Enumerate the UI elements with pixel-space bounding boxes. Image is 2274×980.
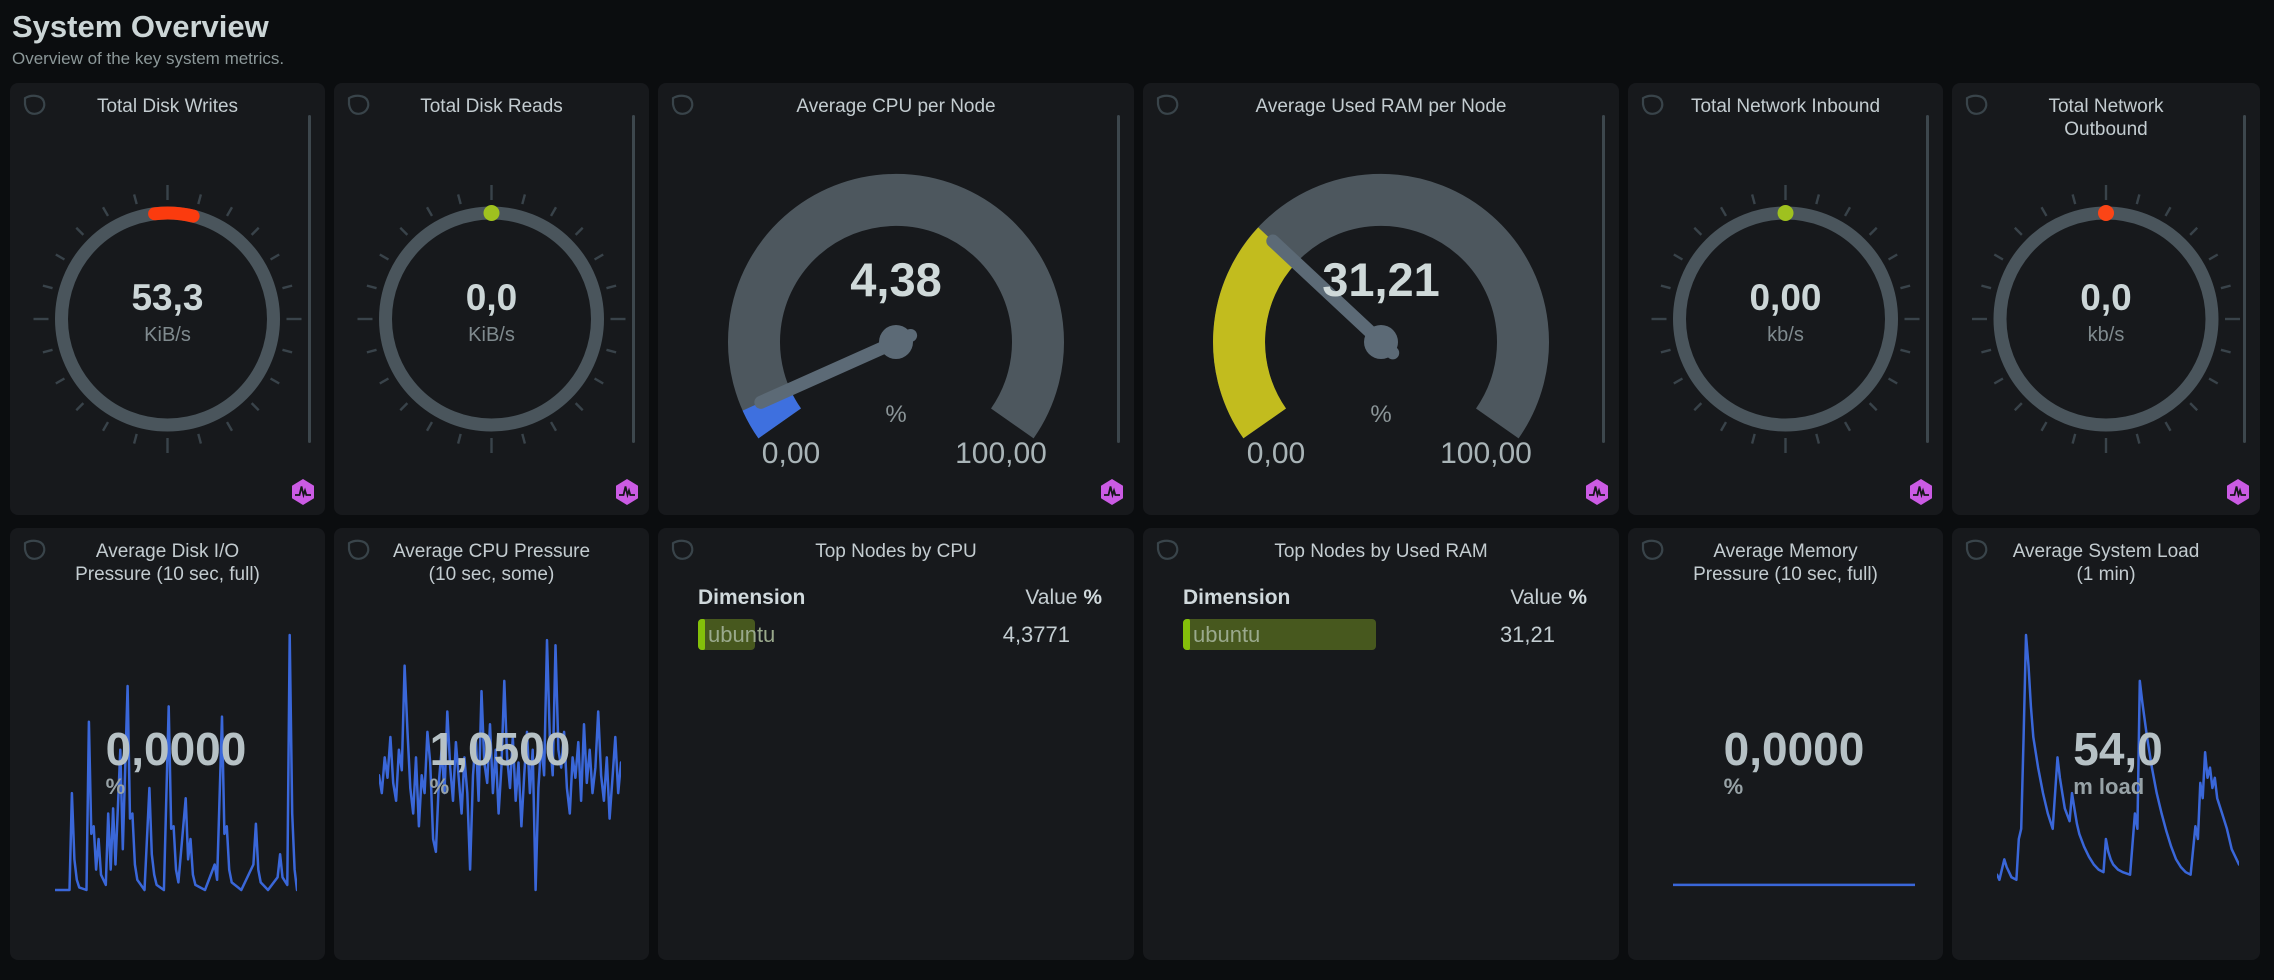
dashboard-grid: Total Disk Writes 53,3 KiB/s Total Disk …	[0, 69, 2274, 960]
gauge-min-label: 0,00	[761, 437, 821, 470]
anomaly-badge-icon[interactable]	[614, 478, 640, 506]
table-header: Dimension Value %	[698, 586, 1102, 610]
gauge-value: 53,3	[131, 277, 204, 318]
anomaly-badge-icon[interactable]	[2225, 478, 2251, 506]
network-inbound-ring-gauge	[1651, 185, 1920, 453]
cpu-pressure-line-chart	[379, 638, 621, 892]
node-leaf-icon	[1156, 94, 1179, 115]
column-value: Value %	[1510, 586, 1587, 609]
card-scrollbar[interactable]	[632, 115, 635, 443]
card-scrollbar[interactable]	[1117, 115, 1120, 443]
dimension-bar-cap	[1183, 619, 1190, 650]
gauge-value: 0,00	[1749, 277, 1822, 318]
node-leaf-icon	[1156, 539, 1179, 560]
card-average-memory-pressure[interactable]: Average Memory Pressure (10 sec, full) 0…	[1628, 528, 1943, 960]
node-leaf-icon	[347, 539, 370, 560]
gauge-max-label: 100,00	[1440, 437, 1532, 470]
gauge-unit: KiB/s	[468, 324, 515, 346]
node-leaf-icon	[671, 539, 694, 560]
card-total-network-inbound[interactable]: Total Network Inbound 0,00 kb/s	[1628, 83, 1943, 515]
card-average-system-load[interactable]: Average System Load (1 min) 54,0 m load	[1952, 528, 2260, 960]
node-name: ubuntu	[708, 622, 776, 647]
disk-writes-ring-gauge	[33, 185, 302, 453]
node-value: 31,21	[1499, 622, 1555, 647]
node-leaf-icon	[1965, 94, 1988, 115]
node-leaf-icon	[23, 94, 46, 115]
system-load-line-chart	[1997, 633, 2239, 882]
dimension-bar	[1183, 619, 1376, 650]
card-average-used-ram-per-node[interactable]: Average Used RAM per Node 31,21 % 0,00 1…	[1143, 83, 1619, 515]
anomaly-badge-icon[interactable]	[1099, 478, 1125, 506]
column-value: Value %	[1025, 586, 1102, 609]
network-outbound-ring-gauge	[1972, 185, 2240, 453]
chart-title: Average Memory Pressure (10 sec, full)	[1693, 541, 1878, 585]
gauge-unit: KiB/s	[144, 324, 191, 346]
chart-title: Average System Load (1 min)	[2012, 541, 2200, 585]
disk-reads-ring-gauge	[357, 185, 626, 453]
page-title: System Overview	[12, 9, 269, 44]
gauge-unit: kb/s	[1767, 324, 1804, 346]
table-row[interactable]: ubuntu 31,21	[1183, 619, 1555, 650]
node-leaf-icon	[671, 94, 694, 115]
card-average-cpu-pressure[interactable]: Average CPU Pressure (10 sec, some) 1,05…	[334, 528, 649, 960]
chart-title: Top Nodes by CPU	[815, 541, 977, 562]
anomaly-badge-icon[interactable]	[1584, 478, 1610, 506]
node-value: 4,3771	[1002, 622, 1070, 647]
page-subtitle: Overview of the key system metrics.	[12, 49, 285, 68]
card-average-cpu-per-node[interactable]: Average CPU per Node 4,38 % 0,00 100,00	[658, 83, 1134, 515]
anomaly-badge-icon[interactable]	[1908, 478, 1934, 506]
chart-title: Total Disk Writes	[96, 96, 239, 117]
gauge-value: 31,21	[1322, 253, 1440, 306]
table-header: Dimension Value %	[1183, 586, 1587, 610]
chart-title: Total Network Inbound	[1690, 96, 1881, 117]
gauge-value: 4,38	[850, 253, 942, 306]
card-scrollbar[interactable]	[308, 115, 311, 443]
table-row[interactable]: ubuntu 4,3771	[698, 619, 1070, 650]
node-leaf-icon	[1641, 94, 1664, 115]
node-leaf-icon	[1965, 539, 1988, 560]
chart-title: Average Used RAM per Node	[1255, 96, 1507, 117]
page-header: System Overview Overview of the key syst…	[0, 0, 2274, 69]
ram-gauge	[1213, 174, 1549, 439]
chart-title: Average Disk I/O Pressure (10 sec, full)	[75, 541, 260, 585]
gauge-min-label: 0,00	[1246, 437, 1306, 470]
card-total-network-outbound[interactable]: Total Network Outbound 0,0 kb/s	[1952, 83, 2260, 515]
gauge-value: 0,0	[2080, 277, 2132, 318]
anomaly-badge-icon[interactable]	[290, 478, 316, 506]
node-leaf-icon	[347, 94, 370, 115]
chart-title: Total Disk Reads	[420, 96, 563, 117]
card-average-disk-io-pressure[interactable]: Average Disk I/O Pressure (10 sec, full)…	[10, 528, 325, 960]
gauge-unit: %	[885, 401, 907, 428]
dimension-bar-cap	[698, 619, 705, 650]
disk-pressure-line-chart	[55, 633, 297, 892]
column-dimension: Dimension	[698, 586, 806, 609]
node-leaf-icon	[1641, 539, 1664, 560]
card-total-disk-reads[interactable]: Total Disk Reads 0,0 KiB/s	[334, 83, 649, 515]
chart-title: Top Nodes by Used RAM	[1274, 541, 1488, 562]
gauge-max-label: 100,00	[955, 437, 1047, 470]
memory-pressure-line-chart	[1673, 883, 1915, 887]
card-scrollbar[interactable]	[1602, 115, 1605, 443]
node-leaf-icon	[23, 539, 46, 560]
chart-title: Average CPU Pressure (10 sec, some)	[392, 541, 591, 585]
cpu-gauge	[728, 174, 1064, 439]
node-name: ubuntu	[1193, 622, 1261, 647]
card-top-nodes-by-used-ram[interactable]: Top Nodes by Used RAM Dimension Value % …	[1143, 528, 1619, 960]
card-scrollbar[interactable]	[1926, 115, 1929, 443]
dimension-bar	[698, 619, 755, 650]
gauge-unit: kb/s	[2087, 324, 2125, 346]
gauge-value: 0,0	[465, 277, 518, 318]
chart-title: Total Network Outbound	[2048, 96, 2164, 140]
card-scrollbar[interactable]	[2243, 115, 2246, 443]
chart-title: Average CPU per Node	[796, 96, 996, 117]
card-top-nodes-by-cpu[interactable]: Top Nodes by CPU Dimension Value % ubunt…	[658, 528, 1134, 960]
card-total-disk-writes[interactable]: Total Disk Writes 53,3 KiB/s	[10, 83, 325, 515]
gauge-unit: %	[1370, 401, 1392, 428]
column-dimension: Dimension	[1183, 586, 1291, 609]
